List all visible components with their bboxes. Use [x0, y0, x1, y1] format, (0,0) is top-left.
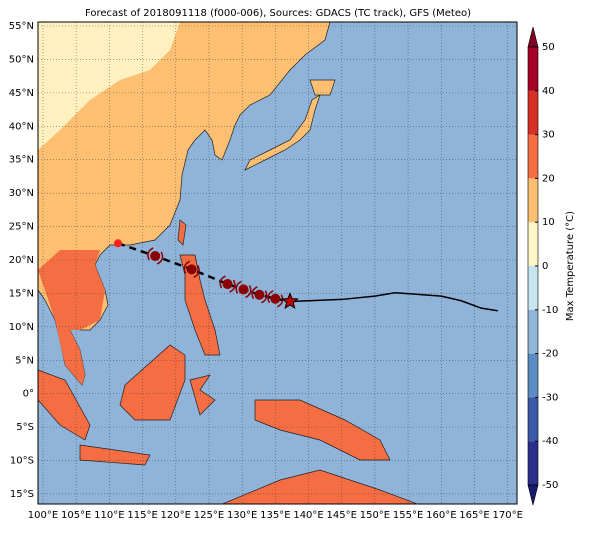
past-track: [289, 291, 498, 312]
colorbar-tick-label: 40: [542, 86, 555, 97]
colorbar-label: Max Temperature (°C): [565, 211, 576, 321]
colorbar-segment: [528, 266, 538, 310]
lat-tick-label: 30°N: [9, 188, 34, 199]
current-position: [281, 292, 299, 310]
lat-tick-label: 15°N: [9, 288, 34, 299]
colorbar-tick-label: 10: [542, 217, 555, 228]
lat-tick-label: 35°N: [9, 155, 34, 166]
colorbar-tick-label: -20: [542, 349, 558, 360]
colorbar-extend-top: [527, 26, 539, 48]
colorbar-segment: [528, 353, 538, 398]
colorbar-segment: [528, 134, 538, 179]
lon-tick-label: 160°E: [426, 510, 456, 521]
lon-tick-label: 165°E: [459, 510, 489, 521]
colorbar-segment: [528, 178, 538, 223]
lat-tick-label: 5°N: [15, 355, 34, 366]
typhoon-symbol: [235, 280, 252, 299]
track-point: [113, 239, 122, 248]
colorbar-tick-label: -10: [542, 305, 558, 316]
title: Forecast of 2018091118 (f000-006), Sourc…: [85, 8, 471, 19]
lon-tick-label: 155°E: [393, 510, 423, 521]
lat-tick-label: 50°N: [9, 54, 34, 65]
lon-tick-label: 150°E: [360, 510, 390, 521]
colorbar-segment: [528, 309, 538, 354]
track-point: [254, 289, 265, 300]
colorbar-tick-label: -50: [542, 480, 558, 491]
track-point: [238, 284, 249, 295]
typhoon-symbol: [183, 260, 200, 279]
lat-tick-label: 15°S: [10, 489, 34, 500]
land: [38, 22, 419, 504]
lat-tick-label: 0°: [23, 389, 34, 400]
lat-tick-label: 55°N: [9, 21, 34, 32]
lat-tick-label: 5°S: [16, 422, 34, 433]
track-point: [270, 293, 281, 304]
lon-tick-label: 140°E: [293, 510, 323, 521]
colorbar-segment: [528, 90, 538, 135]
map-frame: [37, 21, 518, 505]
lon-tick-label: 170°E: [493, 510, 523, 521]
lon-tick-label: 120°E: [161, 510, 191, 521]
typhoon-symbol: [251, 286, 268, 304]
colorbar-tick-label: 50: [542, 42, 555, 53]
lat-tick-label: 20°N: [9, 255, 34, 266]
lon-tick-label: 110°E: [94, 510, 124, 521]
colorbar-segment: [528, 47, 538, 91]
colorbar-extend-bottom: [527, 484, 539, 506]
lon-tick-label: 130°E: [227, 510, 257, 521]
lat-tick-label: 10°S: [10, 456, 34, 467]
track-point: [150, 250, 161, 261]
colorbar-segment: [528, 222, 538, 266]
lon-tick-label: 115°E: [127, 510, 157, 521]
lon-tick-label: 135°E: [260, 510, 290, 521]
colorbar-tick-label: 0: [542, 261, 548, 272]
lat-tick-label: 40°N: [9, 121, 34, 132]
colorbar-tick-label: 20: [542, 173, 555, 184]
colorbar-tick-label: -40: [542, 436, 558, 447]
lat-tick-label: 45°N: [9, 88, 34, 99]
typhoon-symbol: [219, 275, 236, 293]
lon-tick-label: 125°E: [194, 510, 224, 521]
track-point: [186, 264, 197, 275]
lon-tick-label: 145°E: [327, 510, 357, 521]
typhoon-symbol: [147, 247, 164, 265]
lon-tick-label: 100°E: [28, 510, 58, 521]
forecast-track: [117, 242, 291, 303]
map-area: [38, 22, 517, 504]
colorbar-tick-label: 30: [542, 130, 555, 141]
typhoon-symbol: [267, 290, 284, 308]
lat-tick-label: 10°N: [9, 322, 34, 333]
colorbar-segment: [528, 441, 538, 485]
lon-tick-label: 105°E: [61, 510, 91, 521]
track-point: [222, 279, 233, 290]
colorbar-tick-label: -30: [542, 392, 558, 403]
colorbar-segment: [528, 397, 538, 442]
lat-tick-label: 25°N: [9, 222, 34, 233]
